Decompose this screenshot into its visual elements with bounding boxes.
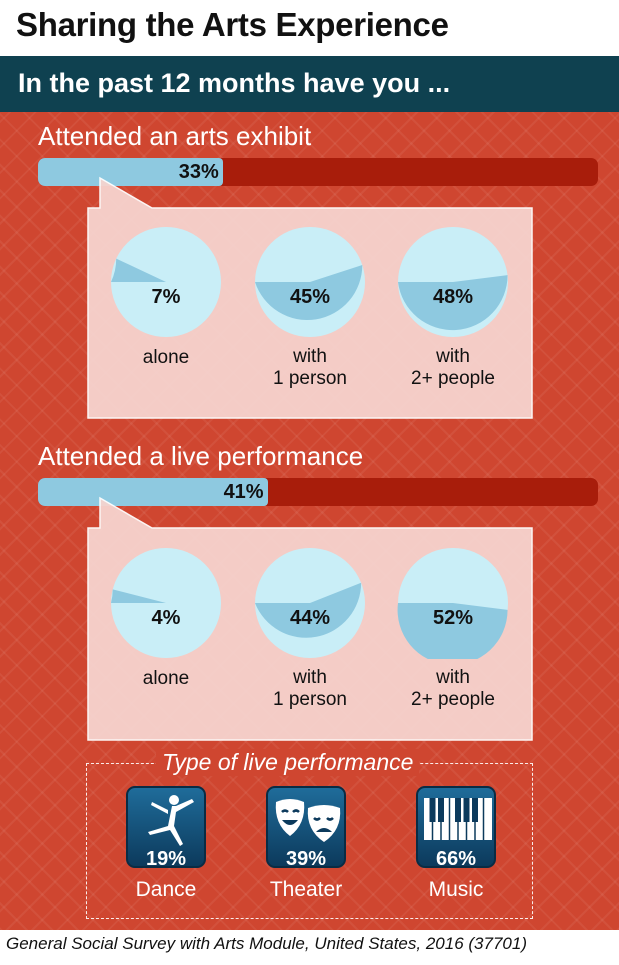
exhibit-bar-track: 33% [38,158,598,186]
pie-chart [398,227,508,337]
pie-value-label: 7% [151,286,181,308]
pie-category-label: with 2+ people [411,346,495,389]
theater-label: Theater [269,878,343,901]
pie-value-label: 48% [432,286,474,308]
exhibit-bar-label: 33% [178,161,219,183]
pie-value-label: 52% [432,607,474,629]
pie-category-label: alone [142,347,190,368]
ballet-dancer-icon [126,786,206,868]
pie-slice [255,265,363,321]
performance-title: Attended a live performance [38,441,364,471]
pie-slice [111,258,166,282]
pie-slice [255,582,362,638]
pie-category-label: with 1 person [273,346,347,389]
pie-chart [397,548,508,659]
pie-slice [111,589,166,603]
pie-chart [255,227,365,337]
pie-value-label: 45% [289,286,331,308]
performance-bar-label: 41% [223,481,264,503]
theater-masks-icon [266,786,346,868]
pie-chart [111,548,221,658]
pie-category-label: alone [142,668,190,689]
question-banner: In the past 12 months have you ... [0,56,619,112]
music-percent: 66% [435,848,477,870]
pie-value-label: 4% [151,607,181,629]
pie-chart [111,227,221,337]
source-note: General Social Survey with Arts Module, … [6,934,527,953]
performance-type-title: Type of live performance [156,749,420,776]
pie-category-label: with 1 person [273,667,347,710]
pie-slice [398,275,508,331]
pie-category-label: with 2+ people [411,667,495,710]
exhibit-title: Attended an arts exhibit [38,121,312,151]
dance-label: Dance [135,878,197,901]
performance-bar-track: 41% [38,478,598,506]
pie-value-label: 44% [289,607,331,629]
pie-chart [255,548,365,658]
dance-percent: 19% [145,848,187,870]
performance-bar-fill: 41% [38,478,268,506]
pie-slice [397,603,508,659]
exhibit-bar-fill: 33% [38,158,223,186]
theater-percent: 39% [285,848,327,870]
music-label: Music [428,878,484,901]
piano-keys-icon [416,786,496,868]
page-title: Sharing the Arts Experience [16,6,449,43]
